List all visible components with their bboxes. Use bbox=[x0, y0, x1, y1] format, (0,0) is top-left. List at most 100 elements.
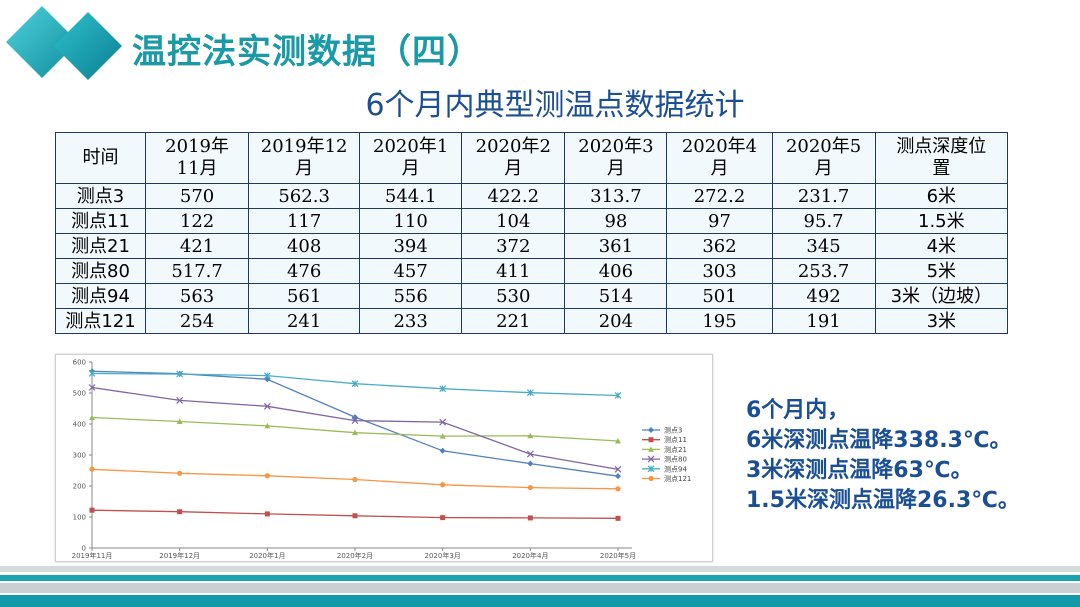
table-cell: 530 bbox=[461, 283, 566, 309]
data-point bbox=[648, 446, 654, 452]
x-tick-label: 2020年3月 bbox=[425, 551, 461, 560]
data-point bbox=[351, 380, 359, 388]
data-point bbox=[648, 437, 654, 443]
data-point bbox=[264, 473, 270, 479]
table-cell: 122 bbox=[145, 208, 250, 234]
table-cell: 272.2 bbox=[666, 183, 773, 209]
data-point bbox=[177, 509, 183, 515]
table-cell: 241 bbox=[248, 308, 361, 334]
x-tick-label: 2019年11月 bbox=[72, 551, 113, 560]
data-point bbox=[88, 370, 96, 377]
table-cell: 4米 bbox=[874, 233, 1009, 259]
table-cell: 562.3 bbox=[248, 183, 361, 209]
table-cell: 406 bbox=[564, 258, 668, 284]
table-cell: 514 bbox=[564, 283, 668, 309]
table-cell: 313.7 bbox=[564, 183, 668, 209]
table-row: 测点3 570 562.3 544.1 422.2 313.7 272.2 231.7 6米 bbox=[54, 183, 1009, 209]
data-point bbox=[614, 465, 622, 473]
table-cell: 110 bbox=[359, 208, 463, 234]
data-point bbox=[263, 402, 271, 410]
y-tick-label: 600 bbox=[73, 359, 86, 367]
x-tick-label: 2020年5月 bbox=[600, 551, 636, 560]
table-header-cell: 测点深度位置 bbox=[874, 132, 1009, 184]
summary-line: 1.5米深测点温降26.3℃。 bbox=[746, 488, 1020, 513]
data-point bbox=[527, 484, 533, 491]
series-line bbox=[91, 386, 619, 471]
data-point bbox=[527, 515, 533, 521]
data-point bbox=[648, 427, 654, 433]
table-header-cell: 2020年5 月 bbox=[771, 132, 876, 184]
table-header-cell: 时间 bbox=[54, 132, 147, 184]
table-cell: 422.2 bbox=[461, 183, 566, 209]
table-cell: 345 bbox=[771, 233, 876, 259]
table-cell: 98 bbox=[564, 208, 668, 234]
table-cell: 421 bbox=[145, 233, 250, 259]
data-table: 时间 2019年 11月 2019年12 月 2020年1 月 2020年2 月 2020年3 月 2… bbox=[54, 132, 1009, 334]
table-cell: 501 bbox=[666, 283, 773, 309]
table-header-cell: 2020年2 月 bbox=[461, 132, 566, 184]
table-cell: 117 bbox=[248, 208, 361, 234]
page-title: 温控法实测数据（四） bbox=[132, 32, 482, 72]
table-cell: 411 bbox=[461, 258, 566, 284]
logo-diamonds bbox=[6, 6, 122, 80]
page-subtitle: 6个月内典型测温点数据统计 bbox=[365, 88, 745, 123]
y-tick-label: 400 bbox=[73, 421, 86, 429]
table-cell: 561 bbox=[248, 283, 361, 309]
table-cell: 97 bbox=[666, 208, 773, 234]
table-cell: 408 bbox=[248, 233, 361, 259]
table-cell: 254 bbox=[145, 308, 250, 334]
y-tick-label: 100 bbox=[73, 514, 86, 522]
x-tick-label: 2020年1月 bbox=[249, 551, 285, 560]
data-point bbox=[176, 370, 184, 378]
table-cell: 372 bbox=[461, 233, 566, 259]
footer-band-teal-2 bbox=[0, 595, 1080, 607]
table-cell: 556 bbox=[359, 283, 463, 309]
table-cell: 476 bbox=[248, 258, 361, 284]
table-cell: 570 bbox=[145, 183, 250, 209]
line-chart-svg: 0 100 200 300 400 500 600 2019年11月 2019年12月 2020年… bbox=[72, 359, 692, 561]
table-header-cell: 2019年12 月 bbox=[248, 132, 361, 184]
data-point bbox=[177, 470, 183, 476]
table-cell: 394 bbox=[359, 233, 463, 259]
legend-label: 测点121 bbox=[664, 475, 691, 483]
table-row-label: 测点80 bbox=[54, 258, 147, 284]
legend-label: 测点21 bbox=[664, 446, 687, 454]
x-tick-label: 2020年2月 bbox=[337, 551, 373, 560]
data-point bbox=[89, 466, 95, 472]
table-cell: 253.7 bbox=[771, 258, 876, 284]
data-point bbox=[615, 438, 621, 444]
data-point bbox=[176, 418, 183, 425]
table-cell: 95.7 bbox=[771, 208, 876, 234]
table-cell: 104 bbox=[461, 208, 566, 234]
summary-line: 6米深测点温降338.3℃。 bbox=[746, 428, 1012, 453]
y-tick-label: 300 bbox=[73, 452, 86, 460]
data-point bbox=[647, 455, 655, 463]
data-point bbox=[440, 482, 446, 488]
table-row-label: 测点94 bbox=[54, 283, 147, 309]
data-point bbox=[352, 476, 358, 483]
line-chart: 0 100 200 300 400 500 600 2019年11月 2019年12月 2020年… bbox=[55, 354, 713, 562]
table-row: 测点94 563 561 556 530 514 501 492 3米（边坡） bbox=[54, 283, 1009, 309]
data-point bbox=[88, 384, 96, 391]
logo-diamond-left bbox=[6, 6, 78, 78]
table-cell: 492 bbox=[771, 283, 876, 309]
y-tick-label: 200 bbox=[73, 483, 86, 491]
y-tick-label: 0 bbox=[82, 545, 86, 553]
legend-label: 测点80 bbox=[664, 456, 687, 464]
data-point bbox=[439, 447, 446, 454]
data-point bbox=[439, 418, 447, 426]
table-cell: 231.7 bbox=[771, 183, 876, 209]
data-point bbox=[89, 507, 95, 513]
legend-label: 测点3 bbox=[664, 427, 682, 435]
data-point bbox=[351, 417, 359, 425]
table-row-label: 测点21 bbox=[54, 233, 147, 259]
footer-band-teal-1 bbox=[0, 575, 1080, 581]
data-point bbox=[526, 389, 534, 397]
data-point bbox=[440, 515, 446, 521]
data-point bbox=[615, 473, 621, 480]
logo-diamond-right bbox=[54, 12, 122, 80]
x-tick-label: 2020年4月 bbox=[512, 551, 548, 560]
table-header-cell: 2020年3 月 bbox=[564, 132, 668, 184]
data-point bbox=[615, 515, 621, 521]
data-point bbox=[352, 429, 358, 436]
